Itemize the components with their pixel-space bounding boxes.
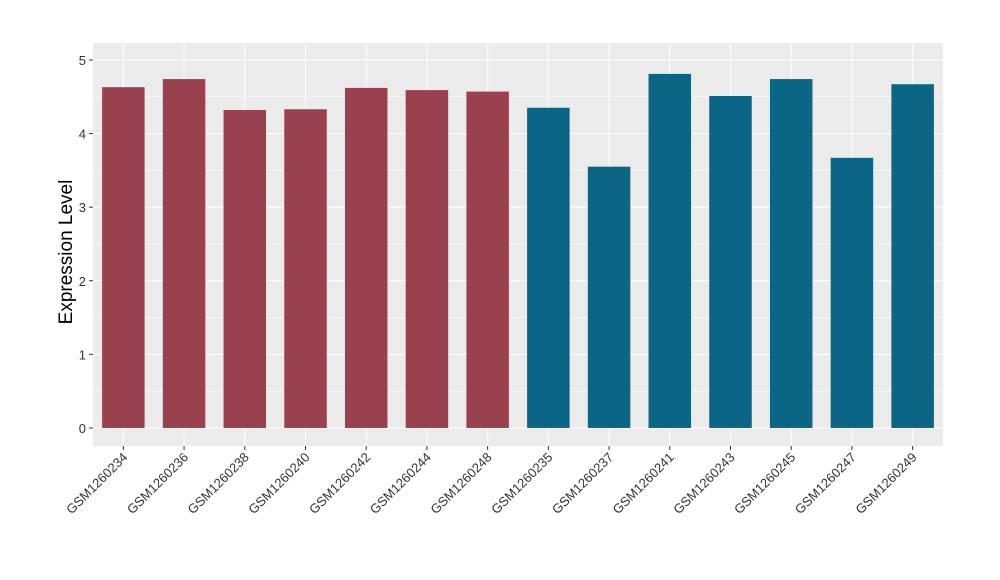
bar-GSM1260238 — [223, 109, 267, 428]
bar-GSM1260241 — [648, 73, 692, 428]
x-tick-label: GSM1260236 — [124, 450, 191, 517]
bar-GSM1260249 — [891, 84, 934, 428]
x-tick-label: GSM1260235 — [488, 450, 555, 517]
x-tick-label: GSM1260237 — [549, 450, 616, 517]
x-tick-label: GSM1260242 — [306, 450, 373, 517]
x-tick-label: GSM1260243 — [670, 450, 737, 517]
bar-GSM1260243 — [709, 95, 752, 428]
bar-GSM1260242 — [344, 87, 388, 428]
bar-GSM1260235 — [527, 107, 570, 428]
bar-GSM1260244 — [405, 90, 449, 428]
y-tick-label: 1 — [79, 347, 86, 362]
plot-panel — [93, 43, 943, 446]
bar-GSM1260236 — [162, 79, 206, 428]
x-tick-label: GSM1260249 — [852, 450, 919, 517]
x-tick-label: GSM1260248 — [427, 450, 494, 517]
y-tick-label: 5 — [79, 53, 86, 68]
bar-GSM1260237 — [587, 166, 631, 428]
y-axis-label: Expression Level — [56, 180, 77, 325]
x-tick-label: GSM1260240 — [245, 450, 312, 517]
x-tick-label: GSM1260247 — [792, 450, 859, 517]
bar-GSM1260240 — [284, 109, 327, 428]
bar-GSM1260248 — [466, 91, 509, 428]
bar-GSM1260234 — [102, 87, 145, 428]
y-tick-label: 2 — [79, 274, 86, 289]
x-tick-label: GSM1260234 — [63, 450, 130, 517]
x-tick-label: GSM1260241 — [610, 450, 677, 517]
bar-GSM1260247 — [830, 157, 874, 428]
x-tick-label: GSM1260244 — [367, 450, 434, 517]
x-tick-label: GSM1260245 — [731, 450, 798, 517]
y-tick-label: 4 — [79, 127, 86, 142]
bar-GSM1260245 — [769, 79, 813, 428]
y-tick-label: 0 — [79, 421, 86, 436]
y-tick-label: 3 — [79, 200, 86, 215]
x-tick-label: GSM1260238 — [185, 450, 252, 517]
